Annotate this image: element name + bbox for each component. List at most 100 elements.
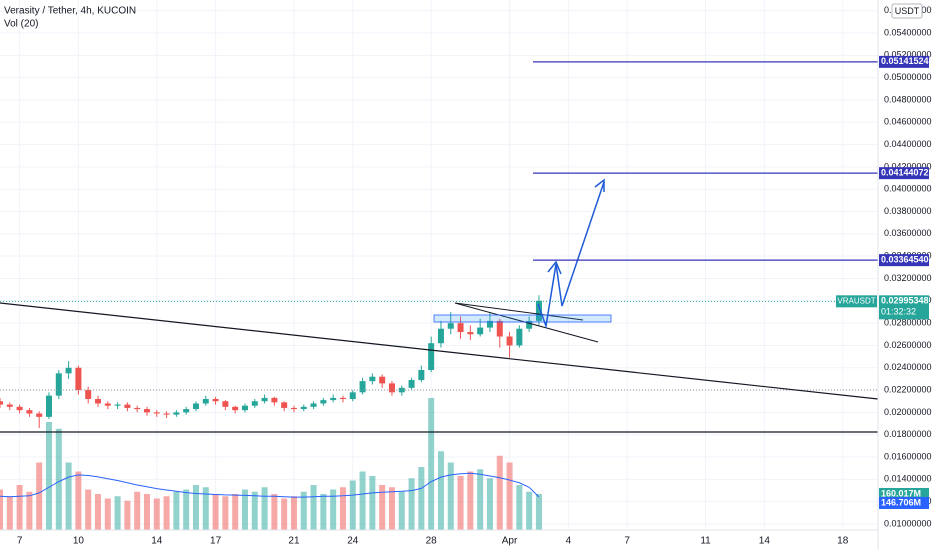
candle-body <box>428 343 435 370</box>
volume-bar <box>163 496 170 530</box>
y-tick-label: 0.02200000 <box>884 384 932 394</box>
candle-body <box>6 404 13 407</box>
candle-body <box>457 323 464 333</box>
candle-body <box>183 409 190 413</box>
level-tag <box>879 254 929 267</box>
volume-bar <box>408 478 415 530</box>
volume-bar <box>418 467 425 530</box>
price-label: 0.02995348 <box>881 296 929 306</box>
volume-bar <box>114 496 121 530</box>
volume-bar <box>94 494 101 530</box>
candle-body <box>104 403 111 406</box>
currency-button[interactable] <box>891 3 923 19</box>
x-tick-label: 7 <box>17 536 23 547</box>
volume-ma-line <box>0 472 540 498</box>
volume-bar <box>134 491 141 530</box>
volume-bar <box>124 500 131 530</box>
candle-body <box>506 336 513 346</box>
y-tick-label: 0.01400000 <box>884 474 932 484</box>
volume-bar <box>153 498 160 530</box>
candle-body <box>271 397 278 403</box>
volume-bar <box>300 491 307 530</box>
x-tick-label: 21 <box>288 536 300 547</box>
candle-body <box>388 383 395 393</box>
candle-body <box>330 397 337 401</box>
candle-body <box>467 332 474 335</box>
volume-bar <box>271 494 278 530</box>
volume-bar <box>369 476 376 530</box>
candle-body <box>222 401 229 407</box>
y-tick-label: 0.04000000 <box>884 184 932 194</box>
candle-body <box>251 401 258 406</box>
volume-bar <box>55 428 62 530</box>
volume-bar <box>349 480 356 530</box>
candle-body <box>398 387 405 393</box>
candle-body <box>281 402 288 408</box>
volume-bar <box>379 485 386 530</box>
y-tick-label: 0.03600000 <box>884 228 932 238</box>
symbol-label: VRAUSDT <box>837 296 875 305</box>
candle-body <box>535 300 542 321</box>
indicator-label: Vol (20) <box>4 19 38 30</box>
x-tick-label: 10 <box>73 536 85 547</box>
y-tick-label: 0.05000000 <box>884 72 932 82</box>
volume-bar <box>437 451 444 530</box>
y-tick-label: 0.04800000 <box>884 94 932 104</box>
candle-body <box>202 399 209 404</box>
volume-bar <box>183 489 190 530</box>
volume-bar <box>457 476 464 530</box>
level-label: 0.04144072 <box>881 168 929 178</box>
volume-bar <box>16 485 23 530</box>
candle-body <box>516 328 523 346</box>
candle-body <box>300 406 307 410</box>
x-tick-label: Apr <box>502 536 518 547</box>
candle-body <box>143 409 150 413</box>
symbol-tag <box>836 295 877 308</box>
candle-body <box>349 392 356 400</box>
volume-bar <box>232 494 239 530</box>
volume-bar <box>496 455 503 530</box>
candle-body <box>16 406 23 411</box>
y-tick-label: 0.05200000 <box>884 50 932 60</box>
x-tick-label: 14 <box>151 536 163 547</box>
volume-bar <box>447 462 454 530</box>
candle-body <box>85 390 92 400</box>
zone-box <box>433 314 612 323</box>
candle-body <box>369 376 376 382</box>
y-tick-label: 0.01600000 <box>884 451 932 461</box>
candle-body <box>26 410 33 414</box>
volume-bar <box>388 487 395 530</box>
candle-body <box>192 403 199 410</box>
volume-bar <box>212 494 219 530</box>
trend-line <box>0 302 879 400</box>
countdown-label: 01:32:32 <box>881 307 916 317</box>
volume-bar <box>535 493 542 530</box>
x-tick-label: 4 <box>566 536 572 547</box>
volume-bar <box>241 489 248 530</box>
volume-bar <box>143 494 150 530</box>
arrow-path <box>537 181 605 329</box>
candle-body <box>134 407 141 410</box>
candle-body <box>496 320 503 337</box>
volume-bar <box>85 489 92 530</box>
currency-label[interactable]: USDT <box>895 6 920 16</box>
level-label: 0.05141524 <box>881 56 929 66</box>
volume-bar <box>0 489 3 530</box>
volume-bar <box>359 471 366 530</box>
y-tick-label: 0.02000000 <box>884 407 932 417</box>
candle-body <box>379 376 386 384</box>
volume-bar <box>75 471 82 530</box>
candle-body <box>45 395 52 417</box>
candle-body <box>477 327 484 335</box>
arrow-head <box>594 178 605 192</box>
volume-bar <box>173 491 180 530</box>
candle-body <box>241 405 248 411</box>
volume-pane <box>0 397 542 530</box>
x-tick-label: 7 <box>624 536 630 547</box>
candle-body <box>163 413 170 415</box>
volume-bar <box>281 498 288 530</box>
x-tick-label: 11 <box>700 536 711 547</box>
candle-body <box>418 369 425 381</box>
x-tick-label: 18 <box>837 536 849 547</box>
